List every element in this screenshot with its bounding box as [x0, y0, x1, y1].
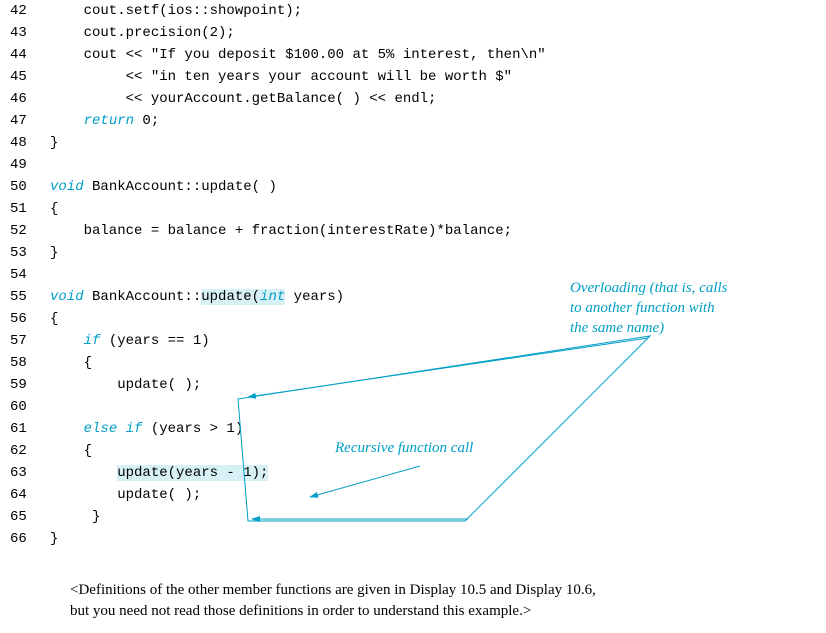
- line-number: 52: [0, 220, 50, 242]
- line-number: 55: [0, 286, 50, 308]
- line-number: 57: [0, 330, 50, 352]
- line-number: 51: [0, 198, 50, 220]
- code-listing: 42 cout.setf(ios::showpoint); 43 cout.pr…: [0, 0, 546, 550]
- line-number: 47: [0, 110, 50, 132]
- code-line: 48}: [0, 132, 546, 154]
- code-text: {: [50, 355, 92, 371]
- annotation-text: Recursive function call: [335, 440, 473, 456]
- annotation-text: Overloading (that is, calls: [570, 278, 728, 298]
- line-number: 60: [0, 396, 50, 418]
- code-text: }: [50, 509, 100, 525]
- line-number: 59: [0, 374, 50, 396]
- keyword: int: [260, 289, 285, 305]
- code-line: 44 cout << "If you deposit $100.00 at 5%…: [0, 44, 546, 66]
- code-text: 0;: [134, 113, 159, 129]
- annotation-overloading: Overloading (that is, calls to another f…: [570, 278, 728, 338]
- code-text: << "in ten years your account will be wo…: [50, 69, 512, 85]
- line-number: 54: [0, 264, 50, 286]
- footnote: <Definitions of the other member functio…: [70, 580, 596, 622]
- line-number: 42: [0, 0, 50, 22]
- code-line: 51{: [0, 198, 546, 220]
- keyword: else if: [84, 421, 143, 437]
- code-text: }: [50, 135, 58, 151]
- keyword: void: [50, 179, 84, 195]
- line-number: 50: [0, 176, 50, 198]
- line-number: 64: [0, 484, 50, 506]
- highlight: update(int: [201, 289, 285, 305]
- line-number: 65: [0, 506, 50, 528]
- line-number: 62: [0, 440, 50, 462]
- code-line: 58 {: [0, 352, 546, 374]
- code-text: balance = balance + fraction(interestRat…: [50, 223, 512, 239]
- code-line: 42 cout.setf(ios::showpoint);: [0, 0, 546, 22]
- code-line: 46 << yourAccount.getBalance( ) << endl;: [0, 88, 546, 110]
- code-line: 45 << "in ten years your account will be…: [0, 66, 546, 88]
- code-line: 60: [0, 396, 546, 418]
- code-text: << yourAccount.getBalance( ) << endl;: [50, 91, 436, 107]
- line-number: 45: [0, 66, 50, 88]
- line-number: 53: [0, 242, 50, 264]
- code-text: [50, 421, 84, 437]
- footnote-line: <Definitions of the other member functio…: [70, 580, 596, 601]
- footnote-line: but you need not read those definitions …: [70, 601, 596, 622]
- code-line: 56{: [0, 308, 546, 330]
- page-root: 42 cout.setf(ios::showpoint); 43 cout.pr…: [0, 0, 826, 633]
- line-number: 56: [0, 308, 50, 330]
- code-line: 66}: [0, 528, 546, 550]
- code-text: [50, 333, 84, 349]
- code-text: cout << "If you deposit $100.00 at 5% in…: [50, 47, 546, 63]
- line-number: 44: [0, 44, 50, 66]
- annotation-text: to another function with: [570, 298, 728, 318]
- keyword: return: [84, 113, 134, 129]
- line-number: 46: [0, 88, 50, 110]
- code-line: 50void BankAccount::update( ): [0, 176, 546, 198]
- code-text: update( );: [50, 377, 201, 393]
- code-text: update( );: [50, 487, 201, 503]
- code-text: }: [50, 531, 58, 547]
- line-number: 43: [0, 22, 50, 44]
- code-text: BankAccount::update( ): [84, 179, 277, 195]
- line-number: 66: [0, 528, 50, 550]
- line-number: 61: [0, 418, 50, 440]
- line-number: 49: [0, 154, 50, 176]
- code-text: [50, 113, 84, 129]
- code-line: 43 cout.precision(2);: [0, 22, 546, 44]
- line-number: 48: [0, 132, 50, 154]
- code-line: 53}: [0, 242, 546, 264]
- code-text: years): [285, 289, 344, 305]
- keyword: void: [50, 289, 84, 305]
- keyword: if: [84, 333, 101, 349]
- code-text: {: [50, 201, 58, 217]
- code-line: 55void BankAccount::update(int years): [0, 286, 546, 308]
- code-line: 54: [0, 264, 546, 286]
- annotation-recursive: Recursive function call: [335, 438, 473, 458]
- annotation-text: the same name): [570, 318, 728, 338]
- code-text: [50, 465, 117, 481]
- code-line: 63 update(years - 1);: [0, 462, 546, 484]
- line-number: 58: [0, 352, 50, 374]
- code-text: (years > 1): [142, 421, 243, 437]
- code-line: 61 else if (years > 1): [0, 418, 546, 440]
- code-text: cout.setf(ios::showpoint);: [50, 3, 302, 19]
- code-text: {: [50, 443, 92, 459]
- code-line: 49: [0, 154, 546, 176]
- code-line: 47 return 0;: [0, 110, 546, 132]
- code-text: cout.precision(2);: [50, 25, 235, 41]
- code-text: BankAccount::: [84, 289, 202, 305]
- code-line: 59 update( );: [0, 374, 546, 396]
- code-line: 57 if (years == 1): [0, 330, 546, 352]
- code-line: 52 balance = balance + fraction(interest…: [0, 220, 546, 242]
- highlight: update(years - 1);: [117, 465, 268, 481]
- code-line: 64 update( );: [0, 484, 546, 506]
- line-number: 63: [0, 462, 50, 484]
- code-text: {: [50, 311, 58, 327]
- code-line: 65 }: [0, 506, 546, 528]
- code-text: }: [50, 245, 58, 261]
- code-text: (years == 1): [100, 333, 209, 349]
